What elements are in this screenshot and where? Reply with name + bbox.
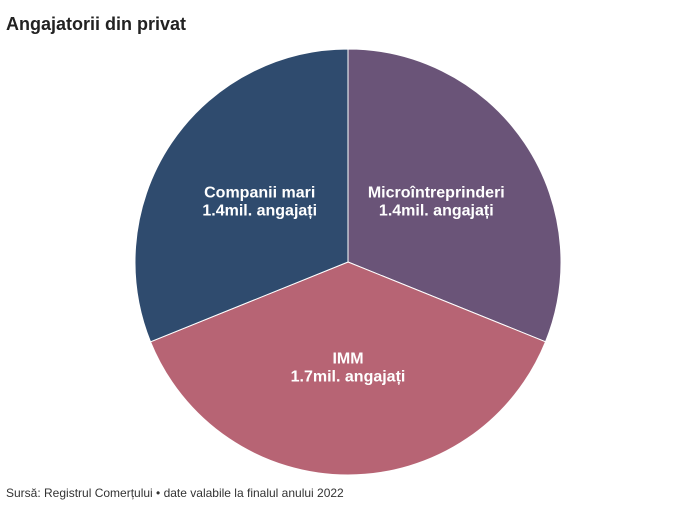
pie	[134, 48, 562, 476]
slice-category: IMM	[332, 351, 363, 368]
chart-title: Angajatorii din privat	[6, 14, 186, 34]
source-note: Sursă: Registrul Comerțului • date valab…	[6, 486, 344, 500]
slice-value-label: 1.4mil. angajați	[379, 203, 494, 220]
pie-slice	[149, 261, 547, 476]
slice-value-label: 1.7mil. angajați	[291, 369, 406, 386]
slice-value-label: 1.4mil. angajați	[202, 203, 317, 220]
pie-slice	[347, 48, 562, 343]
slice-category: Microîntreprinderi	[368, 185, 505, 202]
slice-category: Companii mari	[204, 185, 315, 202]
pie-slice	[134, 48, 349, 343]
